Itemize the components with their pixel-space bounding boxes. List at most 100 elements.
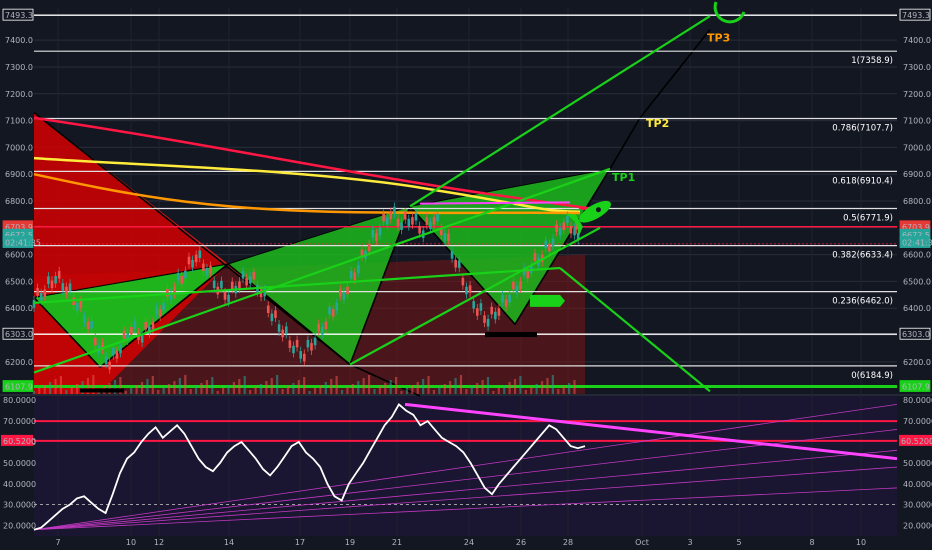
candle-body	[425, 217, 429, 225]
price-badge-text: 6303.0	[5, 330, 33, 339]
fib-level-label: 0.5(6771.9)	[843, 214, 893, 224]
candle-body	[575, 221, 578, 230]
volume-bar	[573, 380, 576, 394]
candle-body	[515, 285, 519, 294]
fib-level-label: 0.382(6633.4)	[832, 251, 893, 261]
volume-bar	[194, 386, 198, 394]
candle-body	[299, 351, 302, 359]
candle-body	[324, 321, 328, 330]
volume-bar	[340, 390, 344, 394]
volume-bar	[497, 388, 500, 394]
oscillator-badge-left	[1, 434, 33, 446]
volume-bar	[173, 381, 176, 394]
volume-bar	[92, 375, 95, 394]
candle-body	[140, 335, 144, 343]
candle-body	[461, 277, 465, 286]
volume-bar	[503, 385, 506, 394]
candle-body	[209, 265, 212, 274]
fib-level-label: 1(7358.9)	[851, 56, 893, 66]
candle-body	[508, 294, 512, 303]
price-badge-left: 7493.3	[2, 8, 34, 21]
candle-body	[450, 251, 454, 259]
pattern-line	[609, 117, 641, 170]
price-tick-label-left: 7100.0	[5, 117, 33, 126]
volume-bar	[557, 389, 560, 394]
candle-body	[519, 281, 522, 289]
candle-body	[331, 309, 335, 317]
oscillator-tick-right: 40.0000	[903, 480, 932, 489]
volume-bar	[422, 379, 425, 394]
candle-body	[544, 240, 548, 249]
volume-bar	[394, 377, 398, 394]
green-trend-line	[409, 15, 711, 208]
support-marker	[485, 332, 537, 338]
oscillator-series-line	[33, 403, 586, 531]
candle-body	[151, 321, 155, 330]
candle-body	[382, 213, 385, 222]
candle-body	[176, 272, 180, 281]
volume-bar	[86, 378, 90, 394]
candle-body	[512, 281, 515, 290]
ma-orange	[33, 172, 581, 215]
candle-body	[277, 324, 281, 332]
volume-bar	[243, 376, 246, 394]
candle-body	[407, 218, 411, 227]
candle-body	[454, 259, 457, 268]
candle-body	[65, 286, 68, 295]
price-tick-label-right: 6900.0	[903, 170, 931, 179]
volume-bar	[465, 389, 468, 394]
candle-body	[504, 299, 508, 307]
volume-bar	[562, 386, 565, 394]
time-tick-label: 10	[856, 538, 866, 547]
volume-bar	[378, 386, 381, 394]
volume-bar	[319, 385, 322, 394]
volume-bar	[416, 382, 419, 394]
candle-body	[32, 300, 36, 308]
candle-body	[576, 232, 580, 241]
volume-bar	[216, 391, 219, 394]
volume-bar	[335, 376, 338, 394]
candle-body	[501, 295, 504, 303]
volume-bar	[519, 376, 522, 394]
oscillator-badge-text-right: 60.5200	[901, 437, 932, 446]
candle-body	[375, 233, 378, 241]
volume-bar	[432, 390, 436, 394]
candle-body	[349, 271, 353, 279]
price-tick-label-left: 6200.0	[5, 358, 33, 367]
volume-bar	[513, 379, 517, 394]
time-tick-label: 26	[516, 538, 526, 547]
candle-body	[108, 361, 111, 370]
candle-body	[432, 217, 436, 225]
candle-body	[75, 302, 79, 311]
volume-bar	[238, 379, 241, 394]
candle-body	[266, 305, 270, 314]
candle-body	[342, 292, 346, 300]
candle-body	[162, 302, 166, 311]
volume-bar	[81, 381, 84, 394]
candle-body	[115, 351, 119, 359]
candle-body	[403, 212, 407, 220]
candle-body	[494, 311, 497, 320]
price-badge-text: 6107.9	[5, 383, 33, 392]
price-tick-label-left: 7200.0	[5, 90, 33, 99]
price-badge-box	[2, 327, 34, 340]
candle-body	[169, 292, 173, 300]
candle-body	[61, 283, 65, 291]
volume-bar	[189, 389, 192, 394]
volume-bar	[351, 384, 354, 394]
volume-bar	[286, 386, 290, 394]
volume-bar	[65, 390, 68, 394]
price-tick-label-right: 6600.0	[903, 251, 931, 260]
candle-body	[551, 238, 555, 247]
price-tick-label-right: 7100.0	[903, 117, 931, 126]
oscillator-tick-right: 20.0000	[903, 522, 932, 531]
volume-bar	[146, 379, 149, 394]
candle-body	[313, 337, 317, 346]
ma-yellow	[33, 156, 581, 213]
volume-bar	[567, 383, 571, 394]
volume-bar	[32, 391, 35, 394]
candle-body	[274, 310, 277, 318]
volume-bar	[38, 388, 41, 394]
candle-body	[310, 343, 313, 351]
